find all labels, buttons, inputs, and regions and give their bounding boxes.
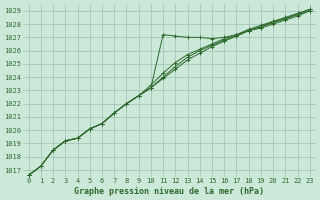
X-axis label: Graphe pression niveau de la mer (hPa): Graphe pression niveau de la mer (hPa) — [74, 187, 264, 196]
